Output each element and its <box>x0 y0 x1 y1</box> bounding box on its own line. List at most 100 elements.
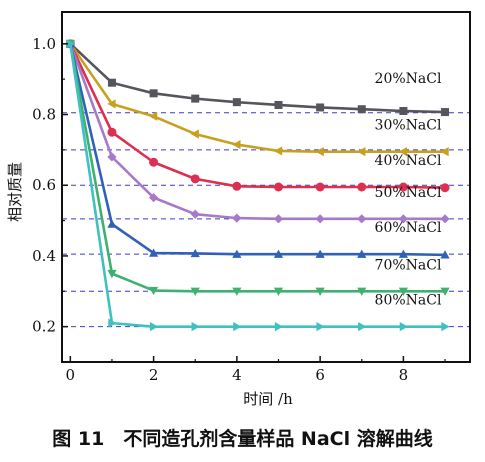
data-point <box>398 287 408 296</box>
series-line <box>69 43 446 190</box>
data-point <box>399 322 408 332</box>
data-point <box>273 249 284 258</box>
data-point <box>273 287 284 296</box>
data-point <box>190 287 200 296</box>
data-point <box>190 174 200 184</box>
data-point <box>315 182 325 192</box>
data-point <box>398 249 408 258</box>
data-point <box>357 105 366 114</box>
series-label: 80%NaCl <box>375 293 442 309</box>
data-point <box>441 322 450 332</box>
data-point <box>107 152 117 162</box>
y-tick-label: 0.8 <box>32 106 56 124</box>
data-point <box>357 249 367 258</box>
data-point <box>107 78 116 87</box>
series-label: 50%NaCl <box>375 185 442 201</box>
data-point <box>107 99 116 109</box>
series <box>65 39 449 157</box>
y-tick-label: 0.6 <box>32 176 56 194</box>
y-axis-title: 相对质量 <box>6 162 24 222</box>
x-tick-label: 6 <box>315 366 325 384</box>
series-line <box>69 42 446 114</box>
data-point <box>315 147 324 157</box>
axes: 0 2 4 6 8 0.2 0.4 0.6 0.8 1.0 <box>32 11 471 384</box>
data-point <box>190 129 199 139</box>
series-line <box>69 43 446 328</box>
data-point <box>315 249 325 258</box>
series-line <box>69 43 446 153</box>
series-labels: 20%NaCl 30%NaCl 40%NaCl 50%NaCl 60%NaCl 70%Na… <box>375 71 442 309</box>
data-point <box>232 181 242 191</box>
data-point <box>232 249 242 258</box>
data-point <box>148 111 158 121</box>
data-point <box>440 147 449 157</box>
data-point <box>148 193 159 203</box>
y-tick-label: 1.0 <box>32 35 56 53</box>
series-label: 70%NaCl <box>375 257 442 273</box>
data-point <box>440 183 450 193</box>
data-point <box>440 287 450 296</box>
series-line <box>69 43 446 221</box>
data-point <box>190 209 200 219</box>
series-label: 40%NaCl <box>375 153 442 169</box>
data-point <box>274 100 283 109</box>
series-line <box>69 43 446 293</box>
data-point <box>190 248 200 258</box>
data-point <box>232 98 241 107</box>
x-tick-label: 2 <box>149 366 159 384</box>
x-tick-label: 4 <box>232 366 242 384</box>
data-point <box>232 287 242 296</box>
data-point <box>358 322 367 332</box>
data-point <box>149 89 158 98</box>
data-point <box>107 219 117 228</box>
x-tick-label: 0 <box>66 366 76 384</box>
data-point <box>357 182 367 192</box>
series-label: 20%NaCl <box>375 71 442 87</box>
data-point <box>441 108 450 117</box>
data-point <box>66 39 75 49</box>
data-point <box>357 214 367 224</box>
series-label: 60%NaCl <box>375 220 442 236</box>
data-point <box>399 106 408 115</box>
data-point <box>191 322 200 332</box>
series <box>66 39 450 117</box>
data-point <box>148 248 159 257</box>
data-point <box>233 322 242 332</box>
data-point <box>440 250 450 259</box>
series-layer <box>65 39 450 332</box>
data-point <box>149 157 159 167</box>
data-point <box>273 182 283 192</box>
data-point <box>232 213 242 223</box>
series-line <box>69 43 446 257</box>
y-tick-label: 0.4 <box>32 247 56 265</box>
y-tick-label: 0.2 <box>32 318 56 336</box>
data-point <box>232 139 241 150</box>
data-point <box>440 214 450 224</box>
figure-caption: 图 11 不同造孔剂含量样品 NaCl 溶解曲线 <box>52 428 433 450</box>
data-point <box>148 286 159 296</box>
data-point <box>316 322 325 332</box>
series <box>66 39 450 332</box>
data-point <box>398 214 408 224</box>
data-point <box>357 287 367 296</box>
data-point <box>273 214 284 224</box>
data-point <box>357 147 366 157</box>
data-point <box>273 146 283 156</box>
data-point <box>398 182 408 192</box>
data-point <box>315 214 325 224</box>
data-point <box>107 127 117 137</box>
x-axis-title: 时间 /h <box>243 390 293 408</box>
series <box>65 39 450 193</box>
data-point <box>398 147 408 157</box>
data-point <box>107 269 117 279</box>
data-point <box>315 287 325 296</box>
reference-lines <box>62 112 470 328</box>
x-tick-label: 8 <box>399 366 409 384</box>
data-point <box>149 322 159 332</box>
series-label: 30%NaCl <box>375 118 442 134</box>
data-point <box>316 103 325 112</box>
plot-frame <box>61 11 471 363</box>
data-point <box>191 94 200 103</box>
series <box>65 39 450 259</box>
